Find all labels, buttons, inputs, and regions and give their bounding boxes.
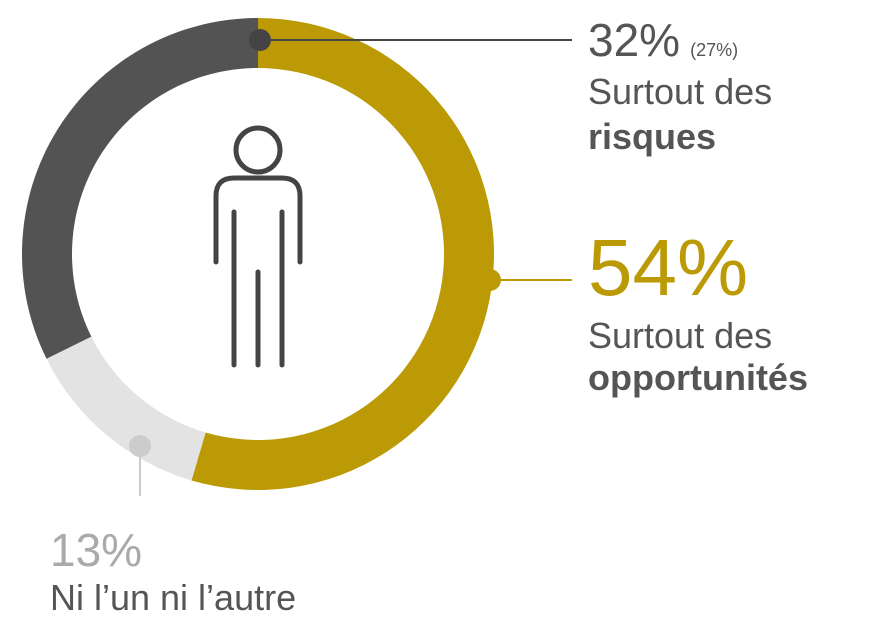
category-label-bold: risques — [588, 116, 716, 157]
leader-dot — [479, 269, 501, 291]
category-label-bold: opportunités — [588, 357, 808, 398]
person-icon — [213, 125, 303, 368]
donut-segment — [46, 336, 206, 481]
donut-segment — [21, 18, 259, 359]
leader-dot — [129, 435, 151, 457]
annotation: (27%) — [690, 40, 738, 60]
category-label: Surtout des — [588, 71, 772, 112]
value-label: 13% — [50, 524, 142, 576]
value-label: 32% — [588, 14, 680, 66]
donut-segment — [191, 18, 495, 490]
value-label: 54% — [588, 223, 748, 312]
category-label: Ni l’un ni l’autre — [50, 577, 296, 618]
category-label: Surtout des — [588, 315, 772, 356]
leader-dot — [249, 29, 271, 51]
